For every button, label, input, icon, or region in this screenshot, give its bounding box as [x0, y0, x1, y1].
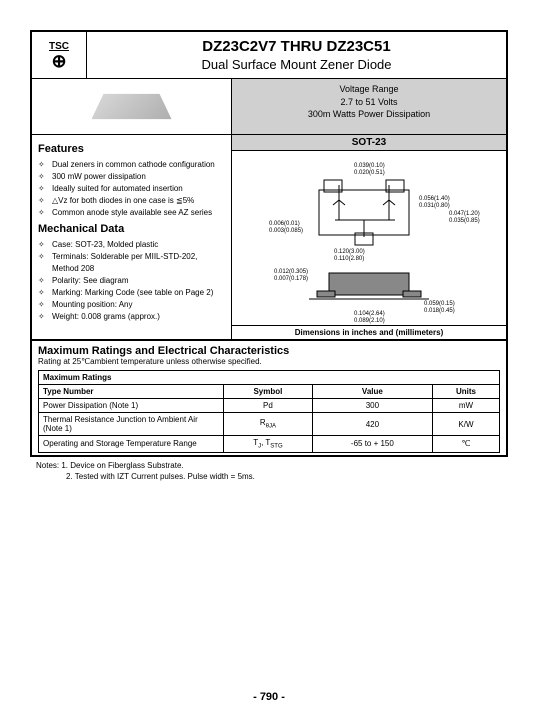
package-photo	[32, 79, 232, 134]
page-title: DZ23C2V7 THRU DZ23C51	[91, 38, 502, 55]
svg-text:0.089(2.10): 0.089(2.10)	[354, 318, 385, 324]
col-type: Type Number	[39, 385, 224, 399]
page-number: - 790 -	[0, 691, 538, 703]
list-item: Weight: 0.008 grams (approx.)	[38, 311, 225, 323]
svg-text:0.047(1.20): 0.047(1.20)	[449, 211, 480, 217]
right-column: SOT-23	[232, 135, 506, 339]
dimension-diagram: 0.039(0.10) 0.020(0.51) 0.056(1.40) 0.03…	[238, 155, 500, 325]
ratings-subtitle: Rating at 25℃ambient temperature unless …	[38, 357, 500, 366]
mechdata-heading: Mechanical Data	[38, 223, 225, 235]
features-list: Dual zeners in common cathode configurat…	[38, 159, 225, 219]
svg-text:0.035(0.85): 0.035(0.85)	[449, 218, 480, 224]
symbol-cell: RθJA	[224, 413, 313, 436]
svg-text:0.120(3.00): 0.120(3.00)	[334, 249, 365, 255]
list-item: 300 mW power dissipation	[38, 171, 225, 183]
svg-text:0.110(2.80): 0.110(2.80)	[334, 256, 364, 262]
list-item: Polarity: See diagram	[38, 275, 225, 287]
ratings-section: Maximum Ratings and Electrical Character…	[32, 339, 506, 455]
list-item: Common anode style available see AZ seri…	[38, 207, 225, 219]
list-item: Dual zeners in common cathode configurat…	[38, 159, 225, 171]
list-item: Ideally suited for automated insertion	[38, 183, 225, 195]
logo-text: TSC	[49, 41, 69, 52]
dimension-caption: Dimensions in inches and (millimeters)	[232, 325, 506, 339]
mechdata-list: Case: SOT-23, Molded plastic Terminals: …	[38, 239, 225, 323]
svg-text:0.018(0.45): 0.018(0.45)	[424, 308, 455, 314]
page-subtitle: Dual Surface Mount Zener Diode	[91, 57, 502, 72]
col-symbol: Symbol	[224, 385, 313, 399]
left-column: Features Dual zeners in common cathode c…	[32, 135, 232, 339]
list-item: Terminals: Solderable per MIIL-STD-202, …	[38, 251, 225, 275]
table-row: Thermal Resistance Junction to Ambient A…	[39, 413, 500, 436]
table-row: Operating and Storage Temperature Range …	[39, 436, 500, 453]
notes: Notes: 1. Device on Fiberglass Substrate…	[30, 457, 508, 485]
svg-text:0.006(0.01): 0.006(0.01)	[269, 221, 300, 227]
features-heading: Features	[38, 143, 225, 155]
list-item: Mounting position: Any	[38, 299, 225, 311]
svg-text:0.007(0.178): 0.007(0.178)	[274, 276, 308, 282]
ratings-heading: Maximum Ratings and Electrical Character…	[38, 345, 500, 357]
voltage-range-box: Voltage Range 2.7 to 51 Volts 300m Watts…	[232, 79, 506, 134]
col-value: Value	[312, 385, 432, 399]
svg-text:0.056(1.40): 0.056(1.40)	[419, 196, 450, 202]
logo-cell: TSC ⊕	[32, 32, 87, 78]
logo-symbol: ⊕	[49, 52, 69, 70]
svg-text:0.003(0.085): 0.003(0.085)	[269, 228, 303, 234]
svg-text:0.012(0.305): 0.012(0.305)	[274, 269, 308, 275]
svg-text:0.104(2.64): 0.104(2.64)	[354, 311, 385, 317]
col-units: Units	[432, 385, 499, 399]
table-header: Maximum Ratings	[39, 371, 500, 385]
title-cell: DZ23C2V7 THRU DZ23C51 Dual Surface Mount…	[87, 32, 506, 78]
package-label: SOT-23	[232, 135, 506, 151]
table-row: Power Dissipation (Note 1) Pd 300 mW	[39, 399, 500, 413]
svg-text:0.059(0.15): 0.059(0.15)	[424, 301, 455, 307]
symbol-cell: TJ, TSTG	[224, 436, 313, 453]
ratings-table: Maximum Ratings Type Number Symbol Value…	[38, 370, 500, 453]
svg-text:0.020(0.51): 0.020(0.51)	[354, 170, 385, 176]
svg-text:0.031(0.80): 0.031(0.80)	[419, 203, 450, 209]
list-item: Marking: Marking Code (see table on Page…	[38, 287, 225, 299]
list-item: △Vz for both diodes in one case is ≦5%	[38, 195, 225, 207]
svg-text:0.039(0.10): 0.039(0.10)	[354, 163, 385, 169]
list-item: Case: SOT-23, Molded plastic	[38, 239, 225, 251]
